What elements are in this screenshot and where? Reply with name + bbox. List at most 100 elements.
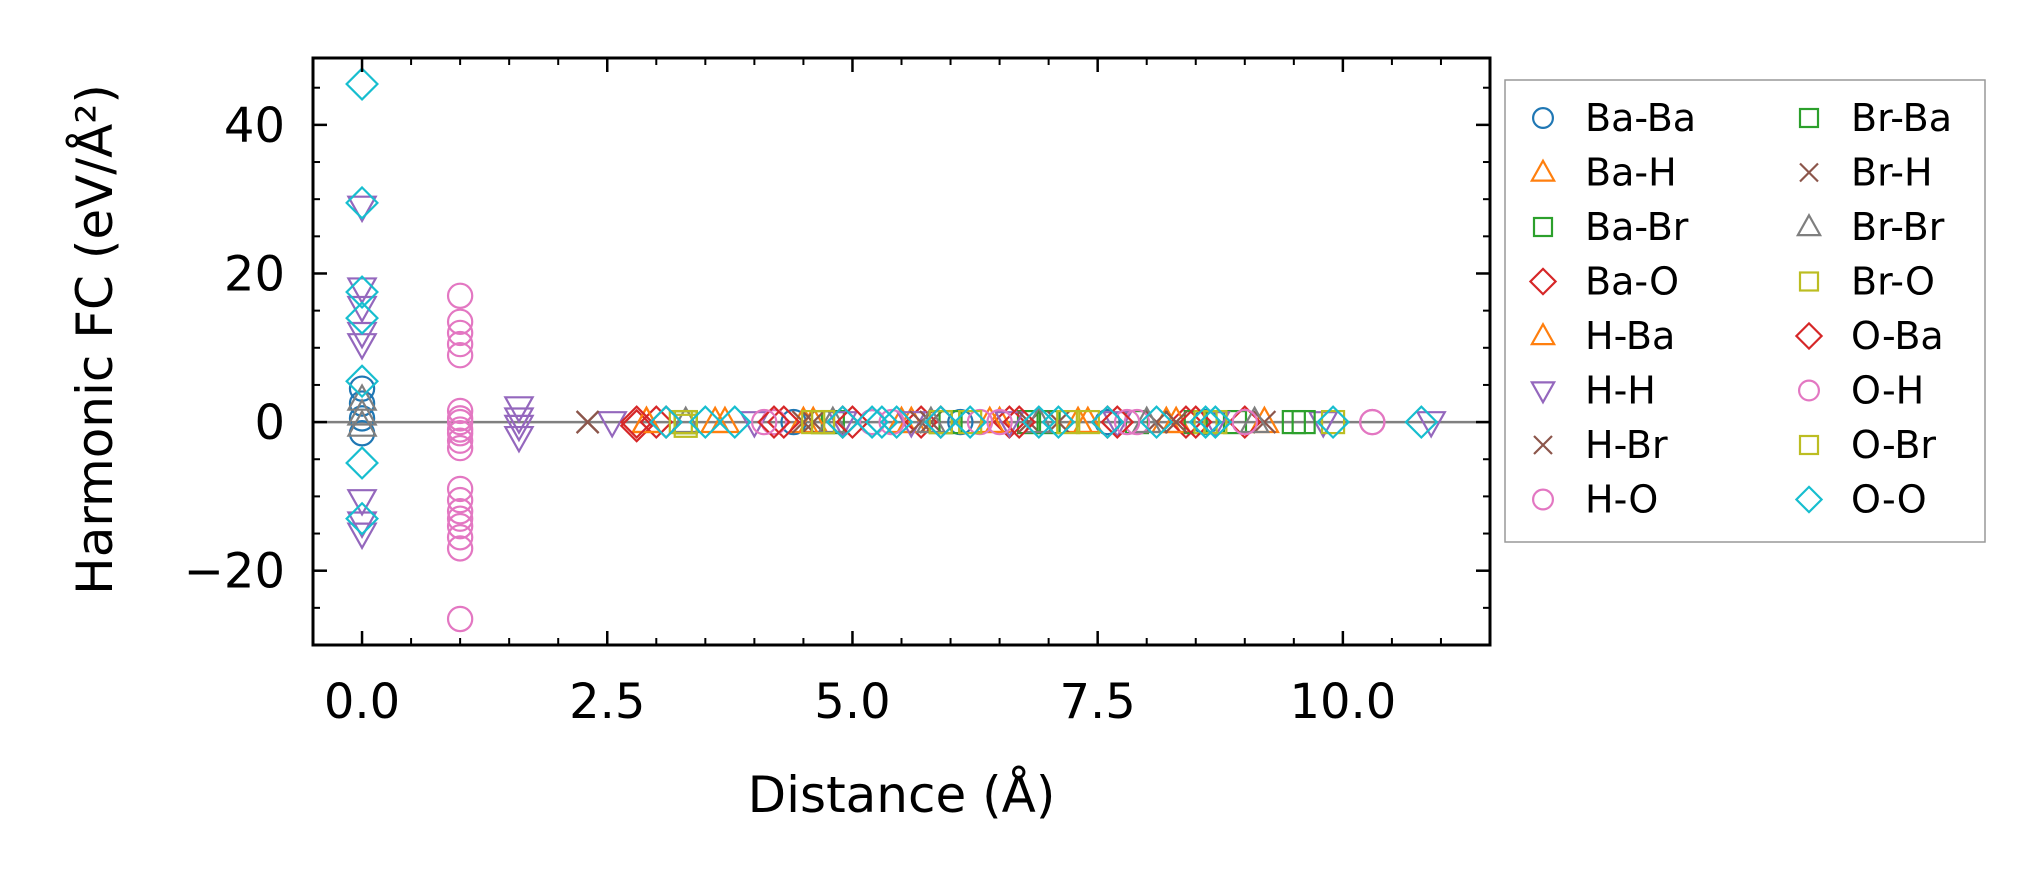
data-point: [760, 408, 788, 436]
legend-label: Ba-Ba: [1585, 96, 1696, 140]
data-point: [1415, 411, 1447, 439]
data-point: [928, 409, 953, 435]
data-point: [1188, 405, 1223, 440]
legend-label: H-Br: [1585, 423, 1668, 467]
data-point: [1239, 405, 1271, 434]
data-point: [649, 405, 684, 440]
data-point: [766, 405, 801, 440]
y-tick-label: −20: [184, 544, 285, 600]
legend-marker: [1797, 379, 1820, 402]
data-point: [1320, 409, 1346, 435]
data-point: [757, 405, 791, 440]
data-point: [958, 409, 983, 435]
series-o-o: [345, 67, 1439, 536]
data-point: [503, 425, 535, 454]
legend-label: O-H: [1851, 369, 1924, 413]
series-o-br: [673, 409, 1228, 435]
legend-marker: [1799, 162, 1819, 183]
legend-marker: [1529, 322, 1557, 346]
legend-marker: [1533, 435, 1553, 455]
data-point: [1100, 405, 1135, 440]
legend-label: H-O: [1585, 478, 1658, 522]
legend-marker: [1531, 106, 1554, 129]
data-point: [446, 282, 474, 309]
data-point: [1164, 410, 1188, 434]
series-ba-ba: [348, 375, 1219, 447]
x-tick-label: 2.5: [569, 674, 645, 730]
legend-box: [1504, 79, 1986, 543]
legend-label: Br-O: [1851, 260, 1935, 304]
data-point: [348, 390, 376, 417]
data-point: [446, 319, 474, 347]
data-point: [909, 410, 933, 434]
data-point: [619, 405, 654, 440]
data-point: [717, 405, 752, 440]
data-point: [1198, 405, 1233, 440]
legend-marker: [1532, 216, 1554, 238]
data-point: [750, 408, 778, 436]
data-point: [446, 308, 474, 335]
data-point: [825, 405, 860, 440]
legend-label: Ba-Br: [1585, 205, 1689, 249]
axis-ticks: 0.0 2.5 5.0 7.5 10.0 −20 0 20 40: [184, 58, 1491, 730]
x-tick-label: 5.0: [814, 674, 890, 730]
data-point: [503, 407, 535, 435]
data-point: [345, 446, 379, 480]
data-point: [966, 408, 994, 436]
data-point: [446, 498, 474, 525]
x-tick-label: 0.0: [324, 674, 400, 730]
data-points: [345, 67, 1447, 633]
data-point: [619, 408, 654, 443]
data-point: [446, 427, 474, 454]
x-axis-label: Distance (Å): [748, 766, 1056, 824]
data-point: [878, 408, 905, 436]
data-point: [1041, 405, 1076, 440]
data-point: [810, 409, 836, 435]
data-point: [1123, 408, 1151, 436]
y-tick-label: 0: [254, 395, 285, 451]
legend: Ba-Ba Ba-H Ba-Br Ba-O H-Ba H-H H-Br H-O Br-Ba Br-…: [1504, 79, 1986, 543]
data-point: [1203, 409, 1228, 435]
data-point: [986, 408, 1013, 436]
data-point: [346, 195, 378, 224]
data-point: [1231, 408, 1258, 436]
series-h-h: [346, 195, 1447, 551]
data-point: [446, 405, 474, 432]
series-h-o: [446, 282, 1386, 633]
data-point: [446, 512, 474, 540]
data-point: [346, 277, 378, 305]
data-point: [1404, 405, 1439, 440]
data-point: [346, 409, 378, 437]
legend-marker: [1529, 158, 1557, 182]
legend-label: O-Ba: [1851, 314, 1944, 358]
data-point: [1359, 408, 1386, 436]
data-point: [688, 405, 723, 440]
data-point: [345, 185, 379, 220]
data-point: [855, 405, 890, 440]
legend-marker: [1794, 321, 1824, 351]
legend-label: H-H: [1585, 369, 1656, 413]
data-point: [1316, 405, 1351, 440]
data-point: [345, 301, 379, 336]
data-point: [1139, 405, 1174, 440]
legend-label: Br-Br: [1851, 205, 1945, 249]
data-point: [673, 409, 698, 435]
data-point: [953, 405, 988, 440]
x-tick-label: 7.5: [1059, 674, 1135, 730]
data-point: [575, 410, 600, 434]
legend-label: O-O: [1851, 478, 1927, 522]
y-axis-label: Harmonic FC (eV/Å²): [66, 84, 124, 595]
data-point: [345, 67, 379, 101]
data-point: [791, 410, 816, 434]
data-point: [864, 405, 899, 440]
data-point: [1291, 409, 1316, 435]
data-point: [947, 408, 974, 436]
legend-label: H-Ba: [1585, 314, 1675, 358]
legend-label: O-Br: [1851, 423, 1936, 467]
data-point: [827, 411, 859, 439]
data-point: [346, 398, 378, 426]
data-point: [1056, 409, 1081, 435]
legend-marker: [1529, 381, 1557, 405]
data-point: [345, 275, 379, 310]
